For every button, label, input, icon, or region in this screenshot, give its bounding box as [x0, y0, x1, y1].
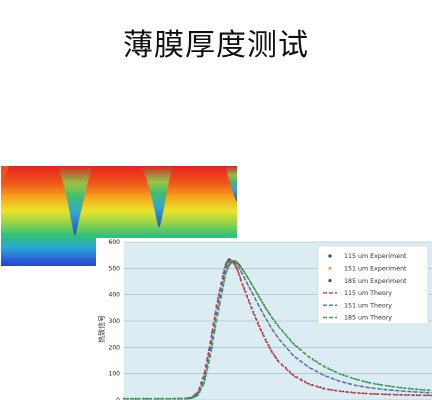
y-tick-label: 300 [109, 318, 121, 325]
data-point [415, 394, 418, 396]
data-point [358, 384, 360, 387]
data-point [266, 309, 269, 311]
legend-swatch [328, 254, 332, 258]
data-point [237, 270, 239, 272]
y-tick-label: 400 [109, 292, 121, 299]
data-point [214, 321, 216, 324]
legend-swatch [328, 266, 332, 270]
data-point [187, 397, 190, 400]
data-point [263, 304, 265, 307]
legend-label: 115 um Theory [344, 290, 392, 297]
legend-swatch [328, 279, 332, 283]
data-point [342, 374, 345, 376]
series-line-151-um-theory [124, 260, 432, 400]
data-point [346, 382, 349, 384]
data-point [193, 395, 196, 398]
data-point [423, 391, 426, 394]
data-point [315, 360, 318, 363]
data-point [369, 386, 372, 389]
data-point [307, 366, 310, 368]
legend-label: 185 um Experiment [344, 278, 407, 285]
data-point [319, 386, 322, 389]
series-layer [123, 258, 432, 400]
data-point [247, 299, 250, 301]
data-point [225, 262, 228, 264]
y-tick-label: 200 [109, 344, 121, 351]
decay-chart: 0 100 200 300 400 500 600 热致信号 115 um Experime… [96, 238, 432, 400]
data-point [243, 287, 246, 289]
data-point [257, 293, 259, 296]
data-point [384, 393, 387, 396]
slide-title: 薄膜厚度测试 [123, 28, 309, 63]
chart-svg: 0 100 200 300 400 500 600 热致信号 115 um Experime… [97, 239, 432, 400]
series-line-185-um-theory [124, 260, 432, 400]
legend-box [317, 245, 429, 325]
data-point [214, 329, 216, 331]
y-axis-title: 热致信号 [97, 315, 106, 343]
data-point [157, 397, 160, 400]
data-point [427, 394, 429, 397]
y-tick-label: 100 [109, 371, 121, 378]
data-point [323, 374, 326, 377]
legend-label: 151 um Theory [344, 302, 392, 309]
data-point [234, 265, 237, 267]
y-tick-label: 600 [109, 239, 121, 246]
data-point [254, 288, 256, 291]
data-point [334, 378, 337, 381]
data-point [261, 331, 264, 334]
data-point [244, 273, 247, 275]
data-point [146, 397, 148, 400]
data-point [388, 385, 391, 387]
data-point [241, 268, 244, 271]
legend: 115 um Experiment 151 um Experiment 185 um… [317, 245, 429, 325]
data-point [272, 352, 275, 355]
data-point [260, 299, 262, 301]
data-point [269, 347, 272, 350]
data-point [270, 327, 273, 330]
data-point [210, 331, 213, 334]
data-point [373, 392, 376, 395]
legend-label: 151 um Experiment [344, 266, 407, 273]
data-point [377, 383, 379, 386]
y-tick-labels: 0 100 200 300 400 500 600 [109, 239, 121, 400]
y-tick-label: 500 [109, 265, 121, 272]
data-point [274, 331, 276, 334]
data-point [217, 297, 219, 299]
data-point [267, 322, 270, 324]
data-point [247, 284, 250, 287]
data-point [292, 342, 295, 345]
series-line-115-um-theory [124, 259, 432, 400]
legend-label: 185 um Theory [344, 315, 392, 322]
data-point [264, 316, 267, 319]
data-point [288, 338, 291, 340]
data-point [354, 378, 356, 380]
data-point [134, 397, 137, 400]
legend-label: 115 um Experiment [344, 253, 407, 260]
data-point [331, 388, 333, 391]
data-point [411, 390, 414, 393]
data-point [365, 381, 368, 383]
y-tick-label: 0 [116, 397, 120, 400]
